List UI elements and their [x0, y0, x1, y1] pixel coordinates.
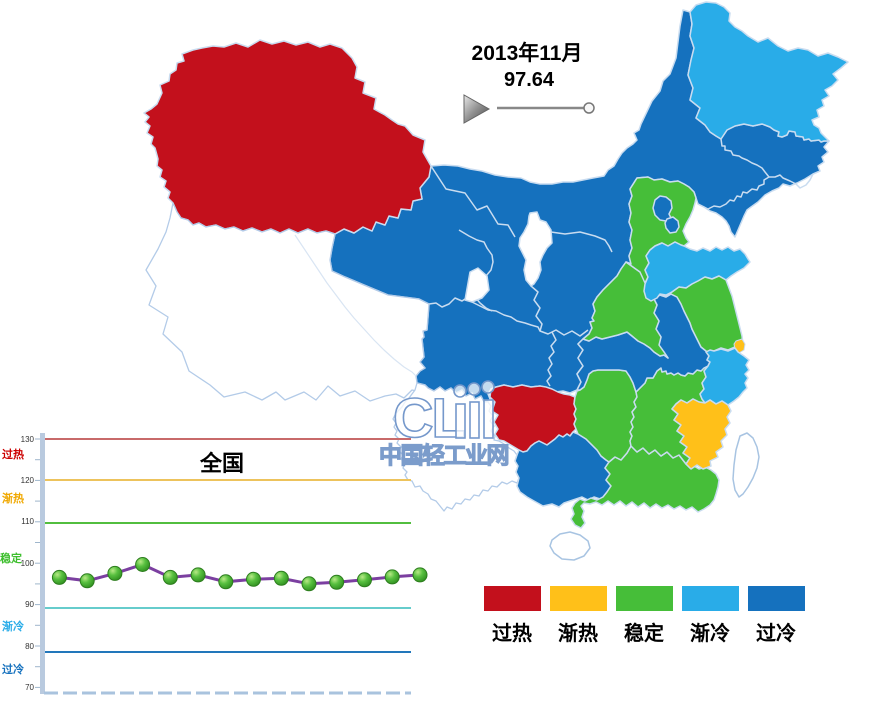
svg-text:2013年11月: 2013年11月 [472, 41, 583, 65]
svg-text:过冷: 过冷 [2, 662, 24, 676]
svg-text:130: 130 [21, 435, 35, 444]
svg-text:90: 90 [25, 600, 34, 609]
svg-text:全国: 全国 [199, 451, 244, 476]
svg-text:过热: 过热 [492, 622, 532, 645]
svg-text:渐冷: 渐冷 [690, 621, 730, 645]
svg-text:97.64: 97.64 [504, 69, 555, 91]
svg-text:过冷: 过冷 [756, 621, 796, 645]
svg-text:120: 120 [21, 476, 35, 485]
svg-text:稳定: 稳定 [624, 621, 664, 645]
svg-text:过热: 过热 [2, 447, 24, 461]
svg-text:中国轻工业网: 中国轻工业网 [379, 442, 509, 468]
svg-text:100: 100 [21, 559, 35, 568]
svg-text:70: 70 [25, 683, 34, 692]
svg-text:稳定: 稳定 [0, 551, 22, 565]
svg-text:80: 80 [25, 642, 34, 651]
svg-text:渐冷: 渐冷 [2, 619, 24, 633]
svg-text:110: 110 [21, 517, 34, 526]
svg-text:渐热: 渐热 [2, 491, 24, 505]
svg-text:渐热: 渐热 [558, 621, 598, 645]
